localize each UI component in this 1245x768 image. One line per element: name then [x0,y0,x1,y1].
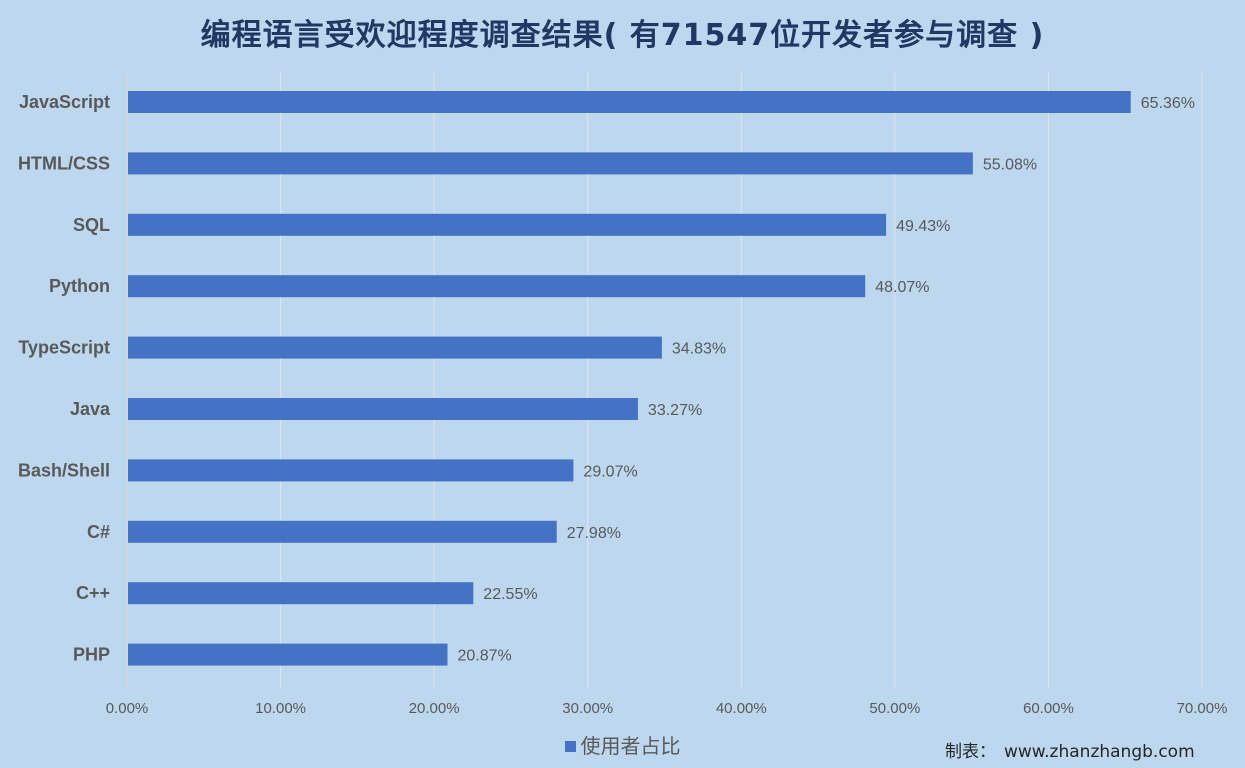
bar [128,336,662,359]
x-tick-label: 0.00% [106,700,149,717]
bar [128,91,1131,113]
legend-label: 使用者占比 [580,734,681,758]
x-tick-label: 50.00% [869,700,920,717]
bar [128,152,973,175]
bar [128,520,557,543]
category-label: C++ [76,583,110,603]
x-tick-label: 70.00% [1177,700,1228,717]
credit-line: 制表： www.zhanzhangb.com [945,737,1203,762]
credit-label: 制表： [945,742,996,762]
chart-title: 编程语言受欢迎程度调查结果( 有71547位开发者参与调查 ) [200,18,1045,53]
data-label: 27.98% [567,525,621,542]
category-label: C# [87,522,110,542]
legend: 使用者占比 [0,730,1245,759]
category-label: Bash/Shell [18,460,110,480]
x-tick-label: 30.00% [562,700,613,717]
bar [128,582,474,605]
category-label: HTML/CSS [18,153,110,173]
category-label: SQL [73,215,110,235]
bar [128,213,887,236]
category-label: Python [49,276,110,296]
category-label: PHP [73,645,110,665]
data-label: 49.43% [896,218,950,235]
bar [128,643,448,666]
category-label: Java [70,399,111,419]
bar [128,459,574,482]
data-label: 48.07% [875,279,929,296]
data-label: 55.08% [983,156,1037,173]
data-label: 20.87% [458,648,512,665]
x-tick-label: 40.00% [716,700,767,717]
category-label: JavaScript [19,92,110,112]
x-tick-label: 10.00% [255,700,306,717]
bar [128,398,638,420]
x-tick-label: 60.00% [1023,700,1074,717]
bar [128,275,866,298]
category-label: TypeScript [18,338,110,358]
data-label: 29.07% [583,463,637,480]
data-label: 34.83% [672,341,726,358]
data-label: 33.27% [648,402,702,419]
legend-swatch [564,741,576,752]
data-label: 22.55% [483,586,537,603]
credit-site: www.zhanzhangb.com [1004,742,1195,762]
x-tick-label: 20.00% [409,700,460,717]
data-label: 65.36% [1141,95,1195,112]
